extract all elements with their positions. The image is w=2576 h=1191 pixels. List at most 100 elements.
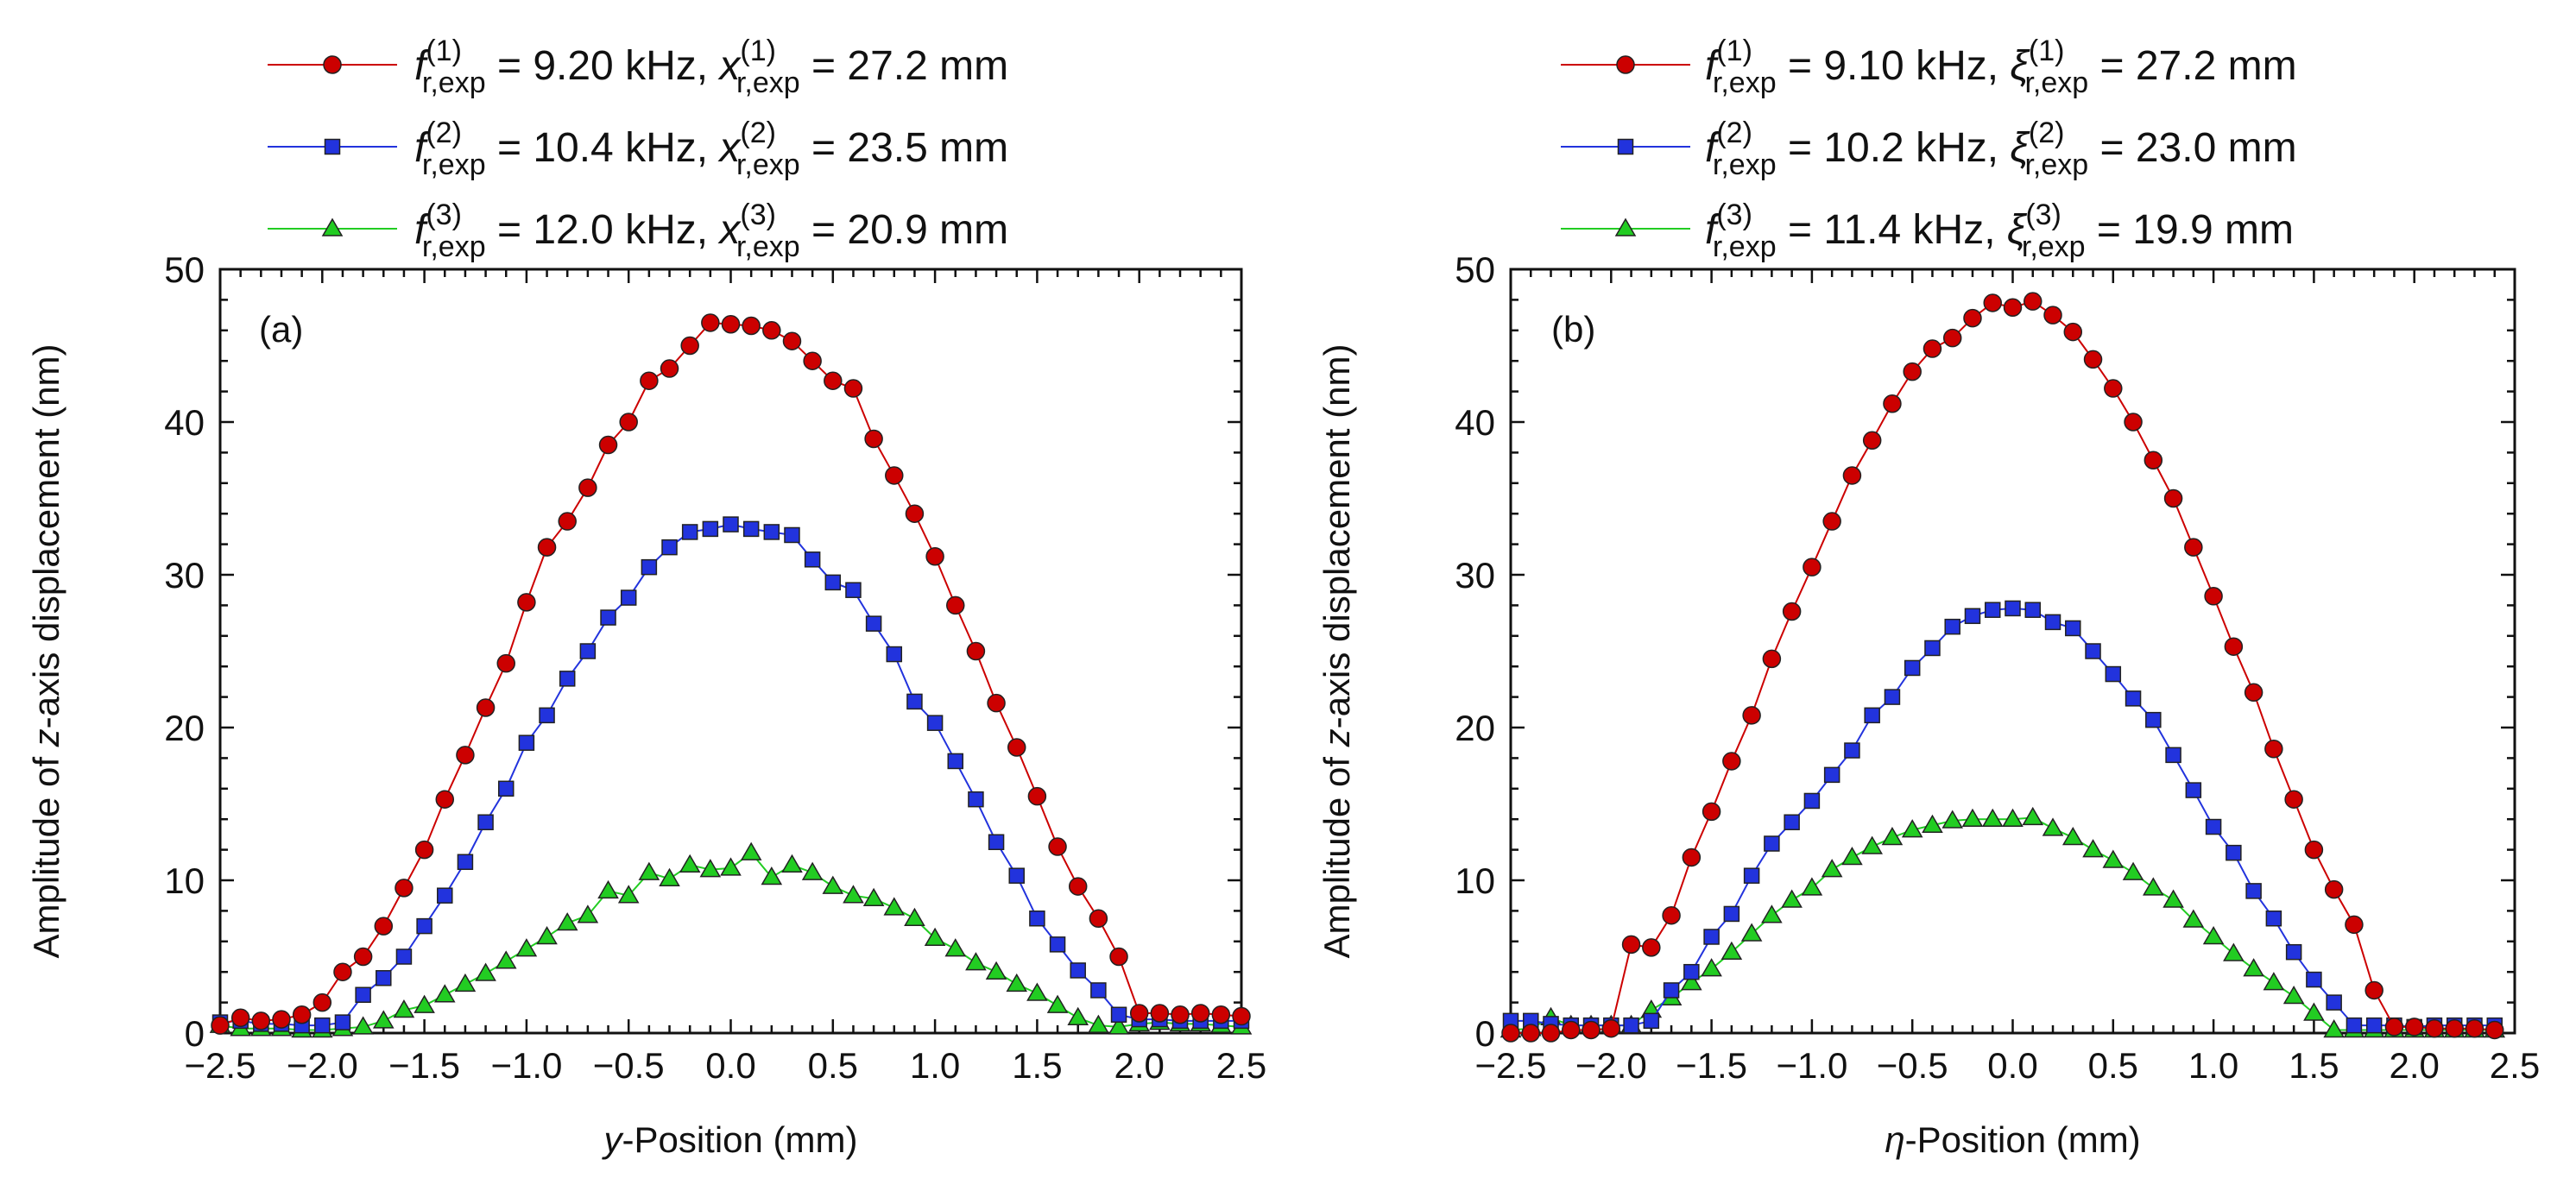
data-point-circle xyxy=(1923,339,1942,358)
data-point-triangle xyxy=(2303,1002,2325,1021)
data-point-circle xyxy=(1616,55,1635,74)
data-point-circle xyxy=(537,538,557,557)
data-point-circle xyxy=(824,371,843,390)
data-point-triangle xyxy=(2282,986,2305,1005)
data-point-circle xyxy=(1007,738,1026,757)
legend-entry: f(2) r,exp = 10.4 kHz, x(2) r,exp = 23.5 m… xyxy=(268,117,1008,181)
data-point-square xyxy=(1008,867,1025,884)
x-tick-label: 2.5 xyxy=(1216,1045,1266,1086)
data-point-square xyxy=(579,643,597,659)
plot-frame xyxy=(1509,268,2516,1035)
legend-label: f(1) r,exp = 9.10 kHz, ξ(1) r,exp = 27.2 m… xyxy=(1705,35,2297,99)
data-point-triangle xyxy=(352,1016,374,1035)
data-point-triangle xyxy=(2263,972,2285,991)
data-point-square xyxy=(334,1014,351,1030)
x-tick-label: 0.5 xyxy=(808,1045,858,1086)
data-point-square xyxy=(2145,711,2162,728)
legend-entry: f(2) r,exp = 10.2 kHz, ξ(2) r,exp = 23.0 m… xyxy=(1561,117,2297,181)
data-point-circle xyxy=(803,351,822,370)
data-point-square xyxy=(1617,138,1634,155)
data-point-circle xyxy=(1983,293,2002,312)
legend-label: f(3) r,exp = 11.4 kHz, ξ(3) r,exp = 19.9 m… xyxy=(1705,198,2294,263)
data-point-circle xyxy=(2003,298,2023,317)
series-mode-2 xyxy=(1502,600,2503,1036)
data-point-circle xyxy=(2425,1018,2444,1038)
data-point-triangle xyxy=(1681,972,1702,991)
data-point-square xyxy=(2085,643,2101,659)
x-tick-label: −1.0 xyxy=(490,1045,562,1086)
data-point-triangle xyxy=(1981,808,2004,827)
data-point-circle xyxy=(1642,938,1661,957)
data-point-square xyxy=(2226,844,2242,861)
y-tick-label: 20 xyxy=(164,708,205,748)
data-point-circle xyxy=(272,1010,291,1029)
x-tick-label: 1.0 xyxy=(910,1045,960,1086)
data-point-circle xyxy=(1762,649,1782,669)
data-point-triangle xyxy=(2022,806,2044,826)
data-point-circle xyxy=(1822,512,1841,531)
data-point-circle xyxy=(1722,752,1741,771)
data-point-square xyxy=(947,753,964,770)
data-point-triangle xyxy=(2182,909,2205,928)
legend-entry: f(1) r,exp = 9.10 kHz, ξ(1) r,exp = 27.2 m… xyxy=(1561,35,2297,99)
data-point-triangle xyxy=(761,866,783,885)
data-point-triangle xyxy=(985,961,1007,980)
data-point-triangle xyxy=(638,861,660,880)
data-point-circle xyxy=(292,1005,312,1024)
data-point-square xyxy=(988,834,1005,850)
data-point-square xyxy=(2005,600,2021,617)
data-point-triangle xyxy=(556,912,578,931)
data-point-circle xyxy=(2024,292,2042,311)
data-point-circle xyxy=(701,313,720,332)
data-point-triangle xyxy=(2002,808,2024,827)
data-point-circle xyxy=(1541,1024,1561,1043)
data-point-circle xyxy=(2465,1018,2484,1038)
y-axis-title: Amplitude of z-axis displacement (nm) xyxy=(26,344,66,959)
data-point-circle xyxy=(1171,1005,1190,1024)
y-tick-label: 10 xyxy=(1455,860,1495,901)
data-point-triangle xyxy=(1720,941,1743,960)
data-point-square xyxy=(600,609,616,626)
y-tick-label: 50 xyxy=(1455,249,1495,290)
x-tick-label: 2.0 xyxy=(2390,1045,2440,1086)
data-point-circle xyxy=(2284,790,2303,809)
data-point-square xyxy=(742,520,760,538)
data-point-triangle xyxy=(843,885,864,904)
data-point-triangle xyxy=(414,994,435,1013)
data-point-circle xyxy=(1109,947,1128,967)
data-point-square xyxy=(702,520,719,538)
data-point-square xyxy=(926,715,944,731)
data-point-circle xyxy=(721,314,741,334)
data-point-square xyxy=(1864,707,1880,724)
x-tick-label: −0.5 xyxy=(593,1045,665,1086)
x-axis-title: y-Position (mm) xyxy=(601,1119,857,1160)
data-point-circle xyxy=(1150,1004,1170,1023)
y-tick-label: 0 xyxy=(185,1013,205,1054)
data-point-square xyxy=(1683,963,1700,980)
data-point-circle xyxy=(2063,322,2083,342)
data-point-circle xyxy=(323,55,342,74)
data-point-circle xyxy=(1521,1024,1541,1043)
data-point-circle xyxy=(1211,1005,1231,1024)
data-point-circle xyxy=(742,316,761,336)
data-point-triangle xyxy=(862,887,885,906)
legend-label: f(1) r,exp = 9.20 kHz, x(1) r,exp = 27.2 m… xyxy=(414,35,1008,99)
series-line xyxy=(1511,607,2495,1028)
data-point-triangle xyxy=(2061,826,2084,846)
data-point-square xyxy=(314,1017,331,1034)
data-point-circle xyxy=(2083,350,2103,369)
x-tick-label: 0.0 xyxy=(1987,1045,2037,1086)
data-point-triangle xyxy=(659,867,680,886)
data-point-circle xyxy=(1089,909,1108,928)
data-point-triangle xyxy=(2223,942,2245,961)
data-point-square xyxy=(1029,911,1045,927)
data-point-circle xyxy=(251,1011,271,1030)
data-point-triangle xyxy=(1046,994,1069,1013)
data-point-circle xyxy=(2324,879,2344,899)
data-point-circle xyxy=(1862,431,1882,450)
x-tick-label: 1.0 xyxy=(2188,1045,2238,1086)
data-point-square xyxy=(804,551,821,568)
data-point-triangle xyxy=(2323,1018,2345,1038)
data-point-triangle xyxy=(904,907,925,926)
